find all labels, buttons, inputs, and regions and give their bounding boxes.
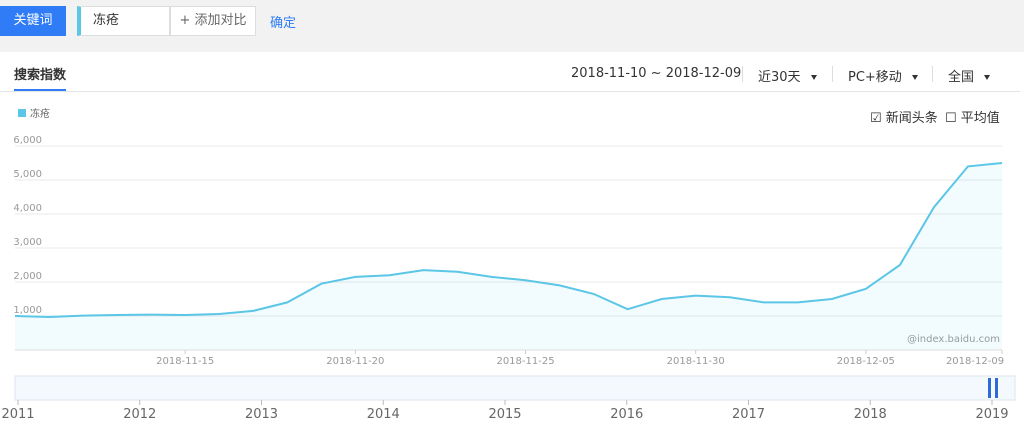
x-tick-label: 2018-11-25 — [496, 356, 554, 367]
tab[interactable]: 搜索指数 — [14, 64, 67, 91]
x-tick-label: 2018-12-05 — [837, 356, 895, 367]
check-news[interactable]: ☑ 新闻头条 — [870, 111, 938, 126]
timeline-year: 2012 — [123, 407, 156, 422]
check-label: 平均值 — [960, 111, 1000, 126]
timeline-year: 2018 — [854, 407, 887, 422]
watermark: @index.baidu.com — [907, 334, 1000, 345]
legend-label: 冻疮 — [30, 109, 50, 120]
add-compare[interactable]: + 添加对比 — [170, 6, 256, 36]
timeline-year: 2011 — [1, 407, 34, 422]
y-tick-label: 4,000 — [13, 203, 42, 214]
timeline-track — [14, 375, 1016, 401]
legend: 冻疮 — [18, 105, 50, 120]
device[interactable]: PC+移动 — [848, 66, 918, 85]
area — [15, 163, 1002, 350]
panel — [0, 52, 1024, 425]
x-tick-label: 2018-11-30 — [667, 356, 725, 367]
period-text: 近30天 — [758, 70, 801, 85]
keyword-input[interactable]: 冻疮 — [77, 6, 170, 36]
y-tick-label: 3,000 — [13, 237, 42, 248]
divider — [0, 91, 1020, 92]
timeline-handle[interactable] — [988, 378, 991, 398]
timeline-year: 2014 — [367, 407, 400, 422]
x-tick-label: 2018-12-09 — [946, 356, 1004, 367]
y-tick-label: 5,000 — [13, 169, 42, 180]
x-tick-label: 2018-11-20 — [326, 356, 384, 367]
y-tick-label: 2,000 — [13, 271, 42, 282]
timeline-year: 2016 — [610, 407, 643, 422]
timeline-year: 2017 — [732, 407, 765, 422]
timeline-year: 2019 — [975, 407, 1008, 422]
region-text: 全国 — [948, 70, 975, 85]
y-tick-label: 6,000 — [13, 135, 42, 146]
keyword-button[interactable]: 关键词 — [0, 6, 66, 36]
period[interactable]: 近30天 — [758, 66, 817, 85]
confirm[interactable]: 确定 — [270, 16, 297, 31]
timeline-handle[interactable] — [995, 378, 998, 398]
x-tick-label: 2018-11-15 — [156, 356, 214, 367]
y-tick-label: 1,000 — [13, 305, 42, 316]
line — [14, 162, 1003, 319]
device-text: PC+移动 — [848, 70, 902, 85]
legend-swatch — [18, 109, 26, 117]
check-avg[interactable]: ☐ 平均值 — [945, 111, 1000, 126]
timeline-year: 2013 — [245, 407, 278, 422]
check-label: 新闻头条 — [885, 111, 938, 126]
timeline-year: 2015 — [488, 407, 521, 422]
region[interactable]: 全国 — [948, 66, 991, 85]
date-range[interactable]: 2018-11-10 ~ 2018-12-09 — [571, 66, 742, 81]
